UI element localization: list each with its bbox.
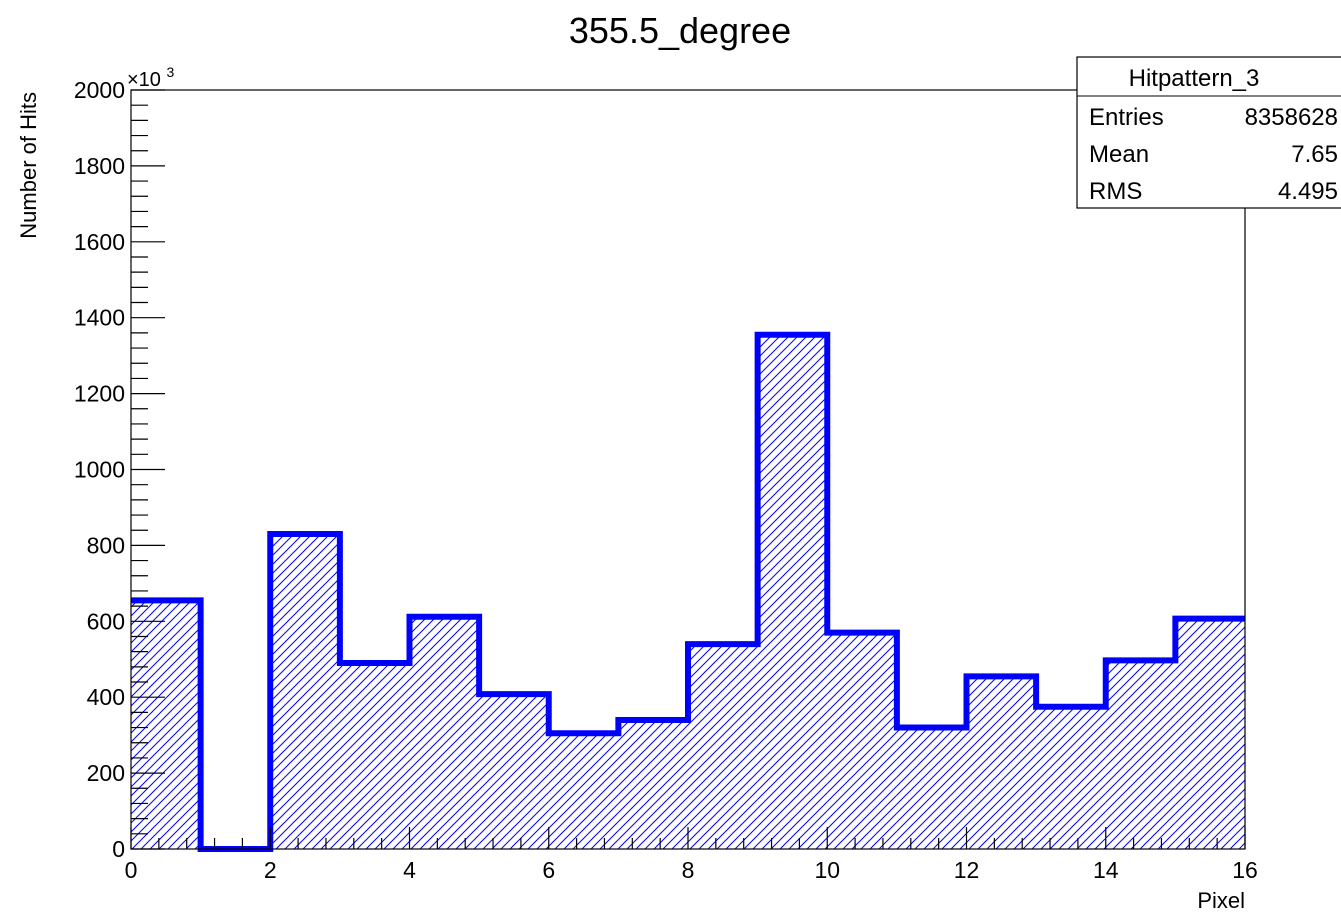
- stats-entries-label: Entries: [1089, 104, 1164, 131]
- x-axis-label: Pixel: [1197, 888, 1245, 913]
- histogram-bin: [270, 534, 340, 849]
- histogram-bin: [827, 632, 897, 849]
- y-tick-label: 400: [87, 684, 125, 710]
- stats-entries-value: 8358628: [1245, 104, 1338, 131]
- y-multiplier-base: ×10: [127, 69, 161, 91]
- histogram-bin: [896, 727, 967, 849]
- y-tick-label: 1000: [74, 457, 125, 483]
- x-tick-label: 12: [954, 857, 980, 883]
- histogram-bin: [409, 616, 480, 849]
- y-axis-multiplier: ×10 3: [127, 64, 175, 91]
- y-axis-label: Number of Hits: [16, 92, 41, 239]
- y-tick-label: 1600: [74, 229, 125, 255]
- histogram-bin: [757, 334, 828, 850]
- histogram-bin: [339, 663, 410, 849]
- y-tick-label: 1200: [74, 381, 125, 407]
- stats-mean-label: Mean: [1089, 141, 1149, 168]
- histogram-bin: [1036, 706, 1106, 849]
- x-tick-label: 0: [125, 857, 138, 883]
- histogram-bin: [966, 676, 1037, 849]
- y-tick-label: 1400: [74, 305, 125, 331]
- histogram-bin: [479, 694, 549, 849]
- y-tick-label: 200: [87, 760, 125, 786]
- y-multiplier-exponent: 3: [167, 64, 175, 80]
- histogram-bin: [618, 719, 688, 849]
- chart-title: 355.5_degree: [569, 10, 791, 51]
- histogram-bin: [548, 733, 619, 849]
- stats-rms-value: 4.495: [1278, 178, 1338, 205]
- histogram-bin: [131, 600, 201, 849]
- y-tick-label: 2000: [74, 77, 125, 103]
- stats-box-title: Hitpattern_3: [1129, 65, 1260, 92]
- x-tick-label: 8: [682, 857, 695, 883]
- stats-mean-value: 7.65: [1291, 141, 1338, 168]
- x-tick-label: 14: [1093, 857, 1119, 883]
- stats-box-frame: [1076, 56, 1341, 209]
- stats-box: Hitpattern_3 Entries 8358628 Mean 7.65 R…: [1076, 56, 1341, 209]
- y-tick-label: 1800: [74, 153, 125, 179]
- y-tick-label: 600: [87, 608, 125, 634]
- x-tick-label: 4: [403, 857, 416, 883]
- x-tick-label: 10: [814, 857, 840, 883]
- histogram-bin: [1175, 618, 1245, 849]
- x-tick-label: 16: [1232, 857, 1258, 883]
- histogram-bins: [131, 331, 1245, 852]
- y-tick-label: 0: [112, 836, 125, 862]
- histogram-outline: [131, 331, 1245, 852]
- histogram-bin: [688, 644, 758, 849]
- stats-rms-label: RMS: [1089, 178, 1142, 205]
- axes: 0 2 4 6 8 10 12 14 16 0 200 400 600 800 1000 1200 1400 16…: [74, 77, 1258, 883]
- x-tick-label: 2: [264, 857, 277, 883]
- x-tick-label: 6: [542, 857, 555, 883]
- histogram-bin: [1105, 660, 1176, 849]
- y-tick-label: 800: [87, 532, 125, 558]
